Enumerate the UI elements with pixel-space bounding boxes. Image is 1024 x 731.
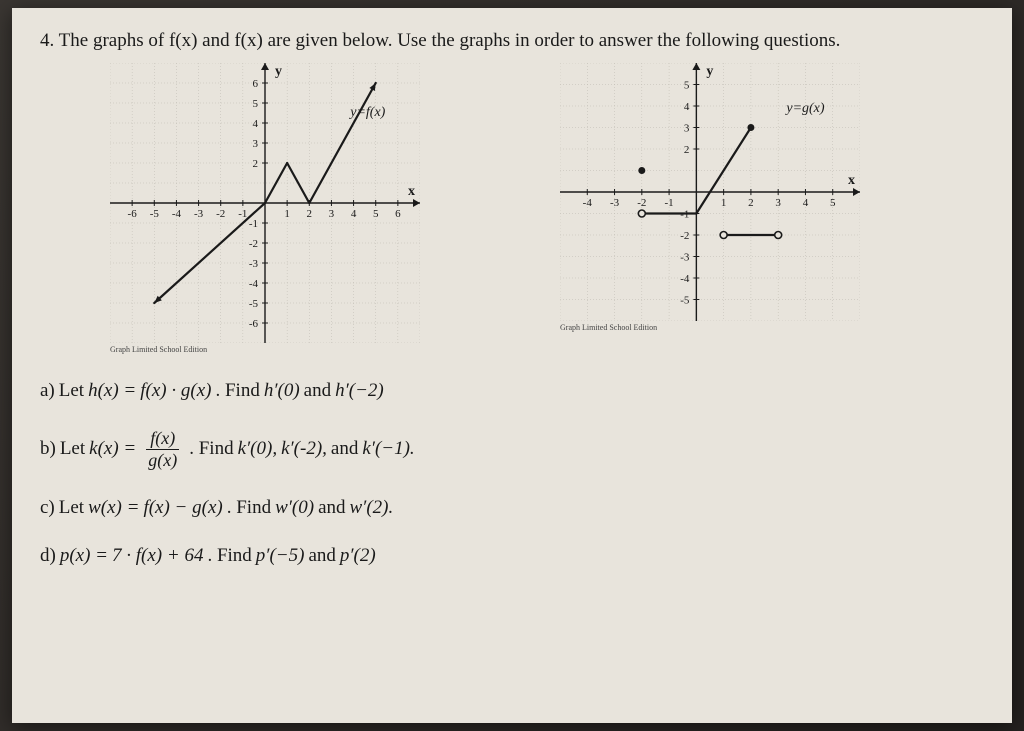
svg-text:4: 4 — [684, 101, 690, 113]
graph-g-box: -4-3-2-1123452345-1-2-3-4-5yxy=g(x) Grap… — [560, 63, 860, 354]
svg-text:1: 1 — [721, 197, 727, 209]
part-d-lhs: p(x) = — [60, 545, 108, 567]
svg-text:2: 2 — [684, 144, 690, 156]
graph-f-caption: Graph Limited School Edition — [110, 345, 420, 354]
part-b-post: . Find — [189, 438, 233, 460]
svg-text:2: 2 — [748, 197, 754, 209]
part-a-q1: h′(0) — [264, 380, 300, 402]
svg-text:x: x — [848, 173, 855, 188]
graph-f-box: -6 -5 -4 -3 -2 -1 1 2 3 4 5 6 2 3 4 5 6 -1 -2 -3 -4 -5 -6 y x y=f… — [110, 63, 420, 354]
svg-text:-3: -3 — [680, 251, 690, 263]
svg-text:y: y — [275, 64, 282, 79]
svg-text:6: 6 — [395, 208, 401, 220]
part-d-rhs: 7 · f(x) + 64 — [112, 545, 203, 567]
svg-text:-3: -3 — [610, 197, 620, 209]
svg-text:-3: -3 — [249, 258, 259, 270]
part-a-lhs: h(x) = — [88, 380, 136, 402]
svg-text:-2: -2 — [216, 208, 225, 220]
svg-text:-2: -2 — [637, 197, 646, 209]
svg-text:2: 2 — [307, 208, 313, 220]
svg-text:5: 5 — [830, 197, 836, 209]
part-d-label: d) — [40, 545, 56, 567]
svg-text:-1: -1 — [249, 218, 258, 230]
part-c-lhs: w(x) = — [88, 497, 139, 519]
part-b-q1: k′(0), — [238, 438, 278, 460]
part-a-rhs: f(x) · g(x) — [140, 380, 211, 402]
svg-text:-3: -3 — [194, 208, 204, 220]
part-b-num: f(x) — [146, 428, 179, 450]
question-number: 4. — [40, 30, 54, 51]
svg-text:3: 3 — [775, 197, 781, 209]
svg-text:3: 3 — [253, 138, 259, 150]
part-b-den: g(x) — [144, 450, 181, 471]
svg-text:4: 4 — [253, 118, 259, 130]
part-d: d) p(x) = 7 · f(x) + 64 . Find p′(−5) an… — [40, 545, 984, 567]
svg-text:5: 5 — [253, 98, 259, 110]
question-body: The graphs of f(x) and f(x) are given be… — [59, 30, 841, 51]
part-a-and: and — [304, 380, 331, 402]
svg-text:-4: -4 — [249, 278, 259, 290]
part-d-post: . Find — [207, 545, 251, 567]
part-d-q1: p′(−5) — [256, 545, 305, 567]
part-d-q2: p′(2) — [340, 545, 376, 567]
part-c-pre: Let — [59, 497, 84, 519]
part-b: b) Let k(x) = f(x) g(x) . Find k′(0), k′… — [40, 428, 984, 471]
part-c-q1: w′(0) — [275, 497, 314, 519]
svg-text:4: 4 — [351, 208, 357, 220]
part-b-q2: k′(-2), — [281, 438, 327, 460]
part-a-post: . Find — [215, 380, 259, 402]
question-prompt: 4. The graphs of f(x) and f(x) are given… — [40, 28, 984, 55]
svg-text:-2: -2 — [249, 238, 258, 250]
part-b-q3: k′(−1). — [362, 438, 414, 460]
part-c-rhs: f(x) − g(x) — [143, 497, 222, 519]
part-c-q2: w′(2). — [350, 497, 394, 519]
svg-text:2: 2 — [253, 158, 259, 170]
svg-text:y=f(x): y=f(x) — [348, 105, 385, 120]
svg-text:x: x — [408, 184, 415, 199]
svg-text:-1: -1 — [238, 208, 247, 220]
part-b-pre: Let — [60, 438, 85, 460]
svg-text:-1: -1 — [665, 197, 674, 209]
svg-text:y: y — [706, 64, 713, 79]
part-b-and: and — [331, 438, 358, 460]
svg-text:y=g(x): y=g(x) — [784, 101, 825, 116]
svg-text:4: 4 — [803, 197, 809, 209]
graph-g: -4-3-2-1123452345-1-2-3-4-5yxy=g(x) — [560, 63, 860, 321]
part-c: c) Let w(x) = f(x) − g(x) . Find w′(0) a… — [40, 497, 984, 519]
svg-text:-5: -5 — [680, 294, 690, 306]
part-c-post: . Find — [227, 497, 271, 519]
part-b-fraction: f(x) g(x) — [144, 428, 181, 471]
svg-text:-4: -4 — [172, 208, 182, 220]
part-a: a) Let h(x) = f(x) · g(x) . Find h′(0) a… — [40, 380, 984, 402]
svg-text:3: 3 — [329, 208, 335, 220]
graph-f: -6 -5 -4 -3 -2 -1 1 2 3 4 5 6 2 3 4 5 6 -1 -2 -3 -4 -5 -6 y x y=f… — [110, 63, 420, 343]
svg-text:5: 5 — [684, 79, 690, 91]
part-d-and: and — [308, 545, 335, 567]
part-a-pre: Let — [59, 380, 84, 402]
svg-text:3: 3 — [684, 122, 690, 134]
part-b-lhs: k(x) = — [89, 438, 136, 460]
worksheet-page: 4. The graphs of f(x) and f(x) are given… — [12, 8, 1012, 723]
svg-text:-2: -2 — [680, 230, 689, 242]
part-c-label: c) — [40, 497, 55, 519]
part-a-q2: h′(−2) — [335, 380, 384, 402]
svg-text:1: 1 — [284, 208, 290, 220]
svg-text:-6: -6 — [249, 318, 259, 330]
part-a-label: a) — [40, 380, 55, 402]
svg-text:-6: -6 — [128, 208, 138, 220]
part-b-label: b) — [40, 438, 56, 460]
svg-text:-5: -5 — [150, 208, 160, 220]
svg-text:-5: -5 — [249, 298, 259, 310]
svg-text:6: 6 — [253, 78, 259, 90]
graph-g-caption: Graph Limited School Edition — [560, 323, 860, 332]
svg-text:-4: -4 — [583, 197, 593, 209]
svg-text:5: 5 — [373, 208, 379, 220]
graphs-container: -6 -5 -4 -3 -2 -1 1 2 3 4 5 6 2 3 4 5 6 -1 -2 -3 -4 -5 -6 y x y=f… — [110, 63, 984, 354]
svg-text:-4: -4 — [680, 273, 690, 285]
part-c-and: and — [318, 497, 345, 519]
